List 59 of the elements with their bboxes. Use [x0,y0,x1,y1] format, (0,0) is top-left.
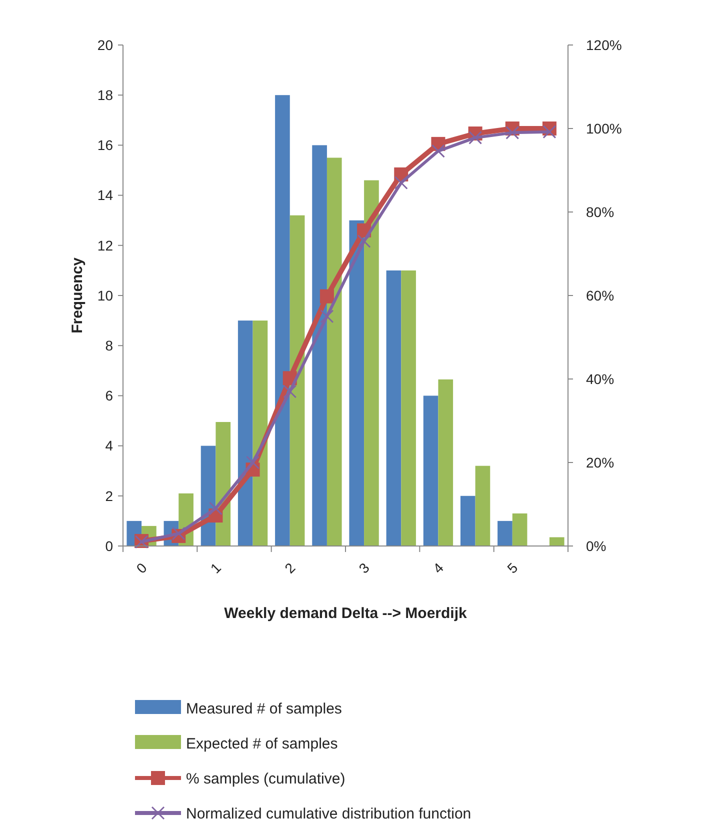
bar [386,270,402,546]
bar [290,215,305,546]
point [506,126,520,140]
bar [349,220,364,546]
y2-tick-label: 40% [586,370,614,387]
y-tick-label: 20 [97,36,114,53]
y2-tick-label: 80% [586,204,614,220]
y-tick-label: 6 [105,388,114,404]
bar [326,158,342,546]
bar [401,270,416,546]
bar [498,520,512,546]
point [283,384,297,398]
y-tick-label: 4 [105,438,114,454]
y-tick-label: 16 [97,137,114,154]
y-tick-label: 12 [97,237,114,254]
y-tick-label: 2 [105,488,114,504]
x-tick-label: 4 [430,559,447,576]
point [542,125,556,139]
y-tick-label: 14 [97,187,114,204]
legend-label: Expected # of samples [186,735,338,752]
bar [475,466,490,546]
y-tick-label: 0 [105,538,114,554]
bar [252,320,268,546]
point [431,144,445,158]
legend-label: Normalized cumulative distribution function [186,805,472,822]
y2-tick-label: 100% [586,120,622,136]
y2-tick-label: 120% [586,36,622,53]
point [172,526,186,540]
bar [364,180,379,546]
point [468,130,482,144]
bar [238,320,253,546]
point [208,502,222,516]
y2-tick-label: 60% [586,287,614,304]
x-tick-label: 5 [504,559,521,576]
x-tick-label: 1 [207,559,224,576]
bar [275,95,290,546]
point [320,289,334,304]
y2-tick-label: 0% [586,538,606,554]
legend-label: % samples (cumulative) [186,770,346,788]
point [394,176,408,190]
y2-tick-label: 20% [586,454,614,470]
point [246,456,260,470]
point [357,234,371,248]
x-axis-title: Weekly demand Delta --> Moerdijk [224,605,468,622]
x-tick-label: 0 [133,559,150,576]
bar [460,496,476,546]
bar [423,396,438,546]
bar [512,513,528,546]
bar [312,145,327,546]
y-tick-label: 10 [97,287,114,304]
legend-label: Measured # of samples [186,700,342,718]
point [320,310,334,324]
y-axis-title: Frequency [69,256,86,334]
y-tick-label: 18 [97,87,114,103]
x-tick-label: 3 [356,559,373,576]
bar [549,537,564,546]
bar [438,379,454,546]
y-tick-label: 8 [105,338,114,354]
x-tick-label: 2 [281,559,298,576]
